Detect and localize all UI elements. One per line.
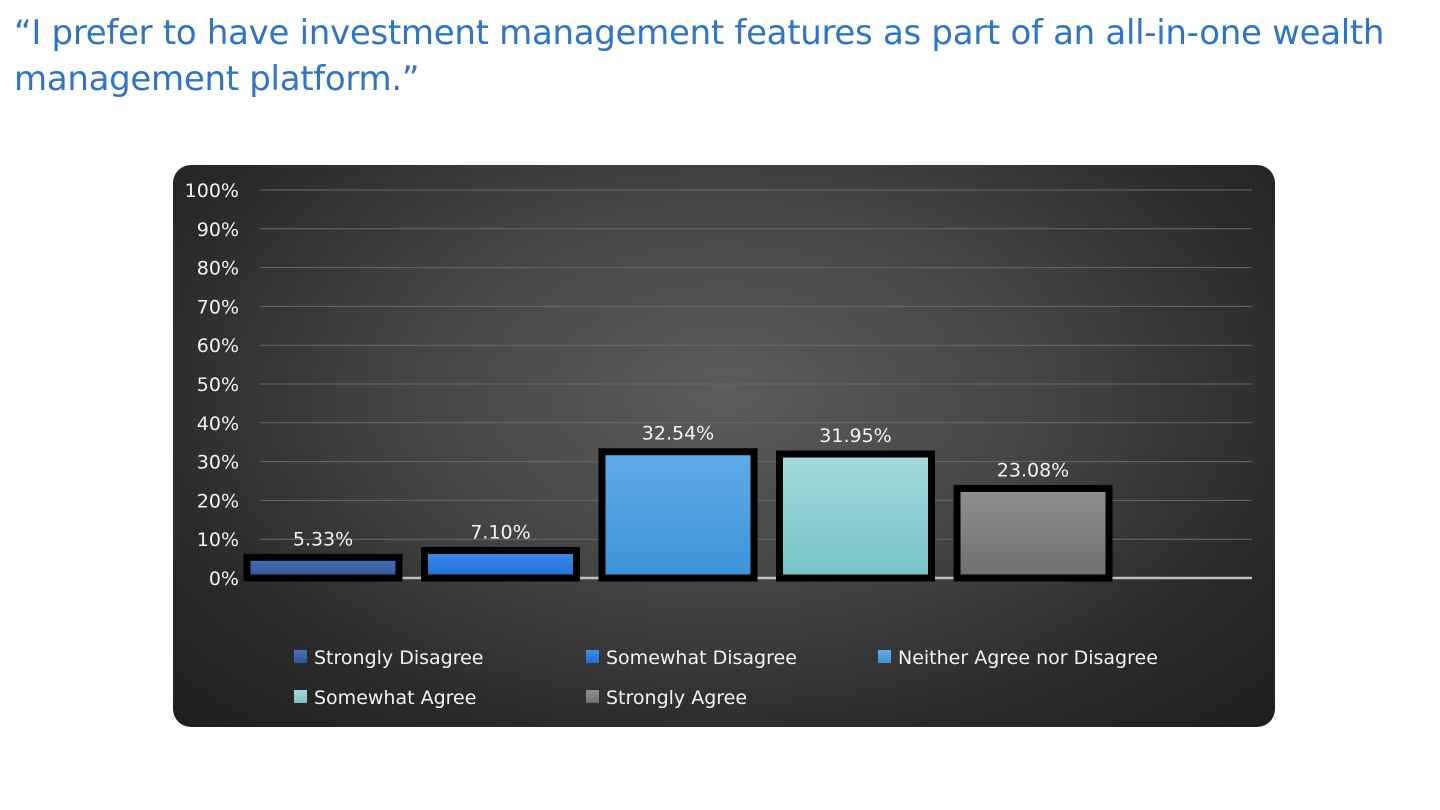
y-tick-label: 50% <box>197 374 239 396</box>
y-tick-label: 90% <box>197 219 239 241</box>
y-tick-label: 30% <box>197 452 239 474</box>
y-tick-label: 0% <box>209 568 239 590</box>
y-tick-label: 70% <box>197 296 239 318</box>
bars <box>243 448 1113 582</box>
data-label: 32.54% <box>642 423 714 445</box>
data-label: 31.95% <box>819 425 891 447</box>
legend-label: Somewhat Agree <box>314 687 476 709</box>
y-axis-ticks: 0% 10% 20% 30% 40% 50% 60% 70% 80% 90% 100% <box>185 180 239 590</box>
data-labels: 5.33% 7.10% 32.54% 31.95% 23.08% <box>293 423 1069 551</box>
legend-label: Somewhat Disagree <box>606 647 797 669</box>
bar-strongly-agree <box>953 484 1113 582</box>
y-tick-label: 80% <box>197 258 239 280</box>
legend-label: Strongly Disagree <box>314 647 483 669</box>
data-label: 7.10% <box>470 521 530 543</box>
data-label: 5.33% <box>293 528 353 550</box>
bar-strongly-disagree <box>243 553 403 582</box>
legend-swatch <box>586 690 599 703</box>
legend-swatch <box>586 650 599 663</box>
legend-swatch <box>878 650 891 663</box>
slide-title: “I prefer to have investment management … <box>14 13 1385 99</box>
legend: Strongly Disagree Somewhat Disagree Neithe… <box>294 647 1158 709</box>
legend-label: Strongly Agree <box>606 687 747 709</box>
legend-swatch <box>294 650 307 663</box>
chart-panel: 0% 10% 20% 30% 40% 50% 60% 70% 80% 90% 100% 5.33% 7… <box>173 165 1275 727</box>
y-tick-label: 10% <box>197 529 239 551</box>
data-label: 23.08% <box>997 459 1069 481</box>
y-tick-label: 40% <box>197 413 239 435</box>
y-tick-label: 20% <box>197 490 239 512</box>
bar-somewhat-disagree <box>421 546 580 582</box>
legend-label: Neither Agree nor Disagree <box>898 647 1158 669</box>
bar-neither-agree-nor-disagree <box>598 448 758 582</box>
legend-swatch <box>294 690 307 703</box>
y-tick-label: 100% <box>185 180 239 202</box>
y-tick-label: 60% <box>197 335 239 357</box>
bar-chart: 0% 10% 20% 30% 40% 50% 60% 70% 80% 90% 100% 5.33% 7… <box>185 180 1252 709</box>
bar-somewhat-agree <box>776 450 935 582</box>
